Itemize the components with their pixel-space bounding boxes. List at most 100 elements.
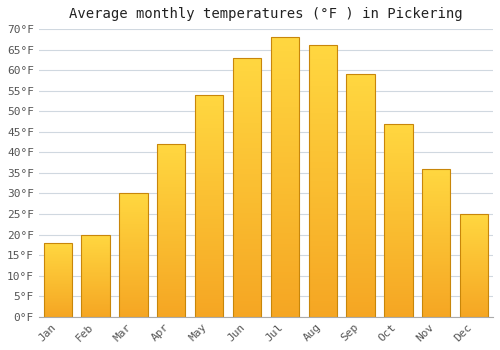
Bar [119, 246, 148, 248]
Bar [119, 237, 148, 238]
Bar [422, 312, 450, 314]
Bar [119, 223, 148, 224]
Bar [308, 54, 337, 56]
Bar [44, 277, 72, 278]
Bar [195, 303, 224, 306]
Bar [346, 309, 375, 312]
Bar [157, 210, 186, 211]
Bar [195, 281, 224, 284]
Bar [422, 169, 450, 317]
Bar [233, 138, 261, 141]
Bar [460, 218, 488, 219]
Bar [195, 212, 224, 215]
Bar [346, 130, 375, 133]
Bar [157, 229, 186, 231]
Bar [270, 278, 299, 280]
Bar [384, 251, 412, 253]
Bar [270, 188, 299, 191]
Bar [195, 184, 224, 186]
Bar [195, 197, 224, 199]
Bar [346, 113, 375, 116]
Bar [82, 254, 110, 255]
Bar [270, 160, 299, 163]
Bar [157, 222, 186, 224]
Bar [82, 236, 110, 237]
Bar [270, 124, 299, 127]
Bar [233, 65, 261, 68]
Bar [384, 159, 412, 160]
Bar [195, 264, 224, 266]
Bar [384, 149, 412, 150]
Bar [308, 86, 337, 89]
Bar [119, 239, 148, 240]
Bar [270, 169, 299, 172]
Bar [270, 197, 299, 199]
Bar [346, 94, 375, 96]
Bar [195, 266, 224, 268]
Bar [233, 283, 261, 286]
Bar [82, 261, 110, 262]
Bar [422, 204, 450, 206]
Bar [82, 290, 110, 291]
Bar [270, 216, 299, 219]
Bar [422, 185, 450, 187]
Bar [233, 255, 261, 257]
Bar [233, 135, 261, 138]
Bar [44, 275, 72, 276]
Bar [44, 297, 72, 298]
Bar [422, 292, 450, 293]
Bar [44, 270, 72, 271]
Bar [422, 298, 450, 299]
Bar [460, 312, 488, 313]
Bar [82, 314, 110, 315]
Bar [195, 168, 224, 170]
Bar [233, 71, 261, 74]
Bar [346, 259, 375, 261]
Bar [44, 298, 72, 299]
Bar [460, 263, 488, 264]
Bar [82, 308, 110, 309]
Bar [422, 218, 450, 219]
Bar [233, 128, 261, 130]
Bar [44, 293, 72, 294]
Bar [308, 92, 337, 94]
Bar [119, 266, 148, 267]
Bar [195, 217, 224, 219]
Bar [157, 272, 186, 274]
Bar [308, 238, 337, 241]
Bar [195, 137, 224, 139]
Bar [195, 164, 224, 166]
Bar [460, 279, 488, 280]
Bar [82, 307, 110, 308]
Bar [233, 244, 261, 247]
Bar [460, 249, 488, 250]
Bar [233, 146, 261, 148]
Bar [233, 205, 261, 208]
Bar [195, 310, 224, 312]
Bar [195, 208, 224, 210]
Bar [195, 121, 224, 124]
Bar [195, 188, 224, 190]
Bar [308, 233, 337, 236]
Bar [195, 144, 224, 146]
Bar [157, 232, 186, 234]
Bar [308, 168, 337, 170]
Bar [82, 260, 110, 261]
Bar [460, 314, 488, 315]
Bar [82, 288, 110, 289]
Bar [460, 240, 488, 241]
Bar [460, 268, 488, 270]
Bar [157, 199, 186, 201]
Bar [195, 255, 224, 257]
Bar [119, 233, 148, 234]
Bar [233, 141, 261, 143]
Bar [422, 212, 450, 213]
Bar [270, 308, 299, 311]
Bar [195, 284, 224, 286]
Bar [346, 198, 375, 201]
Bar [44, 290, 72, 291]
Bar [82, 258, 110, 259]
Bar [157, 201, 186, 203]
Bar [195, 288, 224, 290]
Bar [460, 252, 488, 253]
